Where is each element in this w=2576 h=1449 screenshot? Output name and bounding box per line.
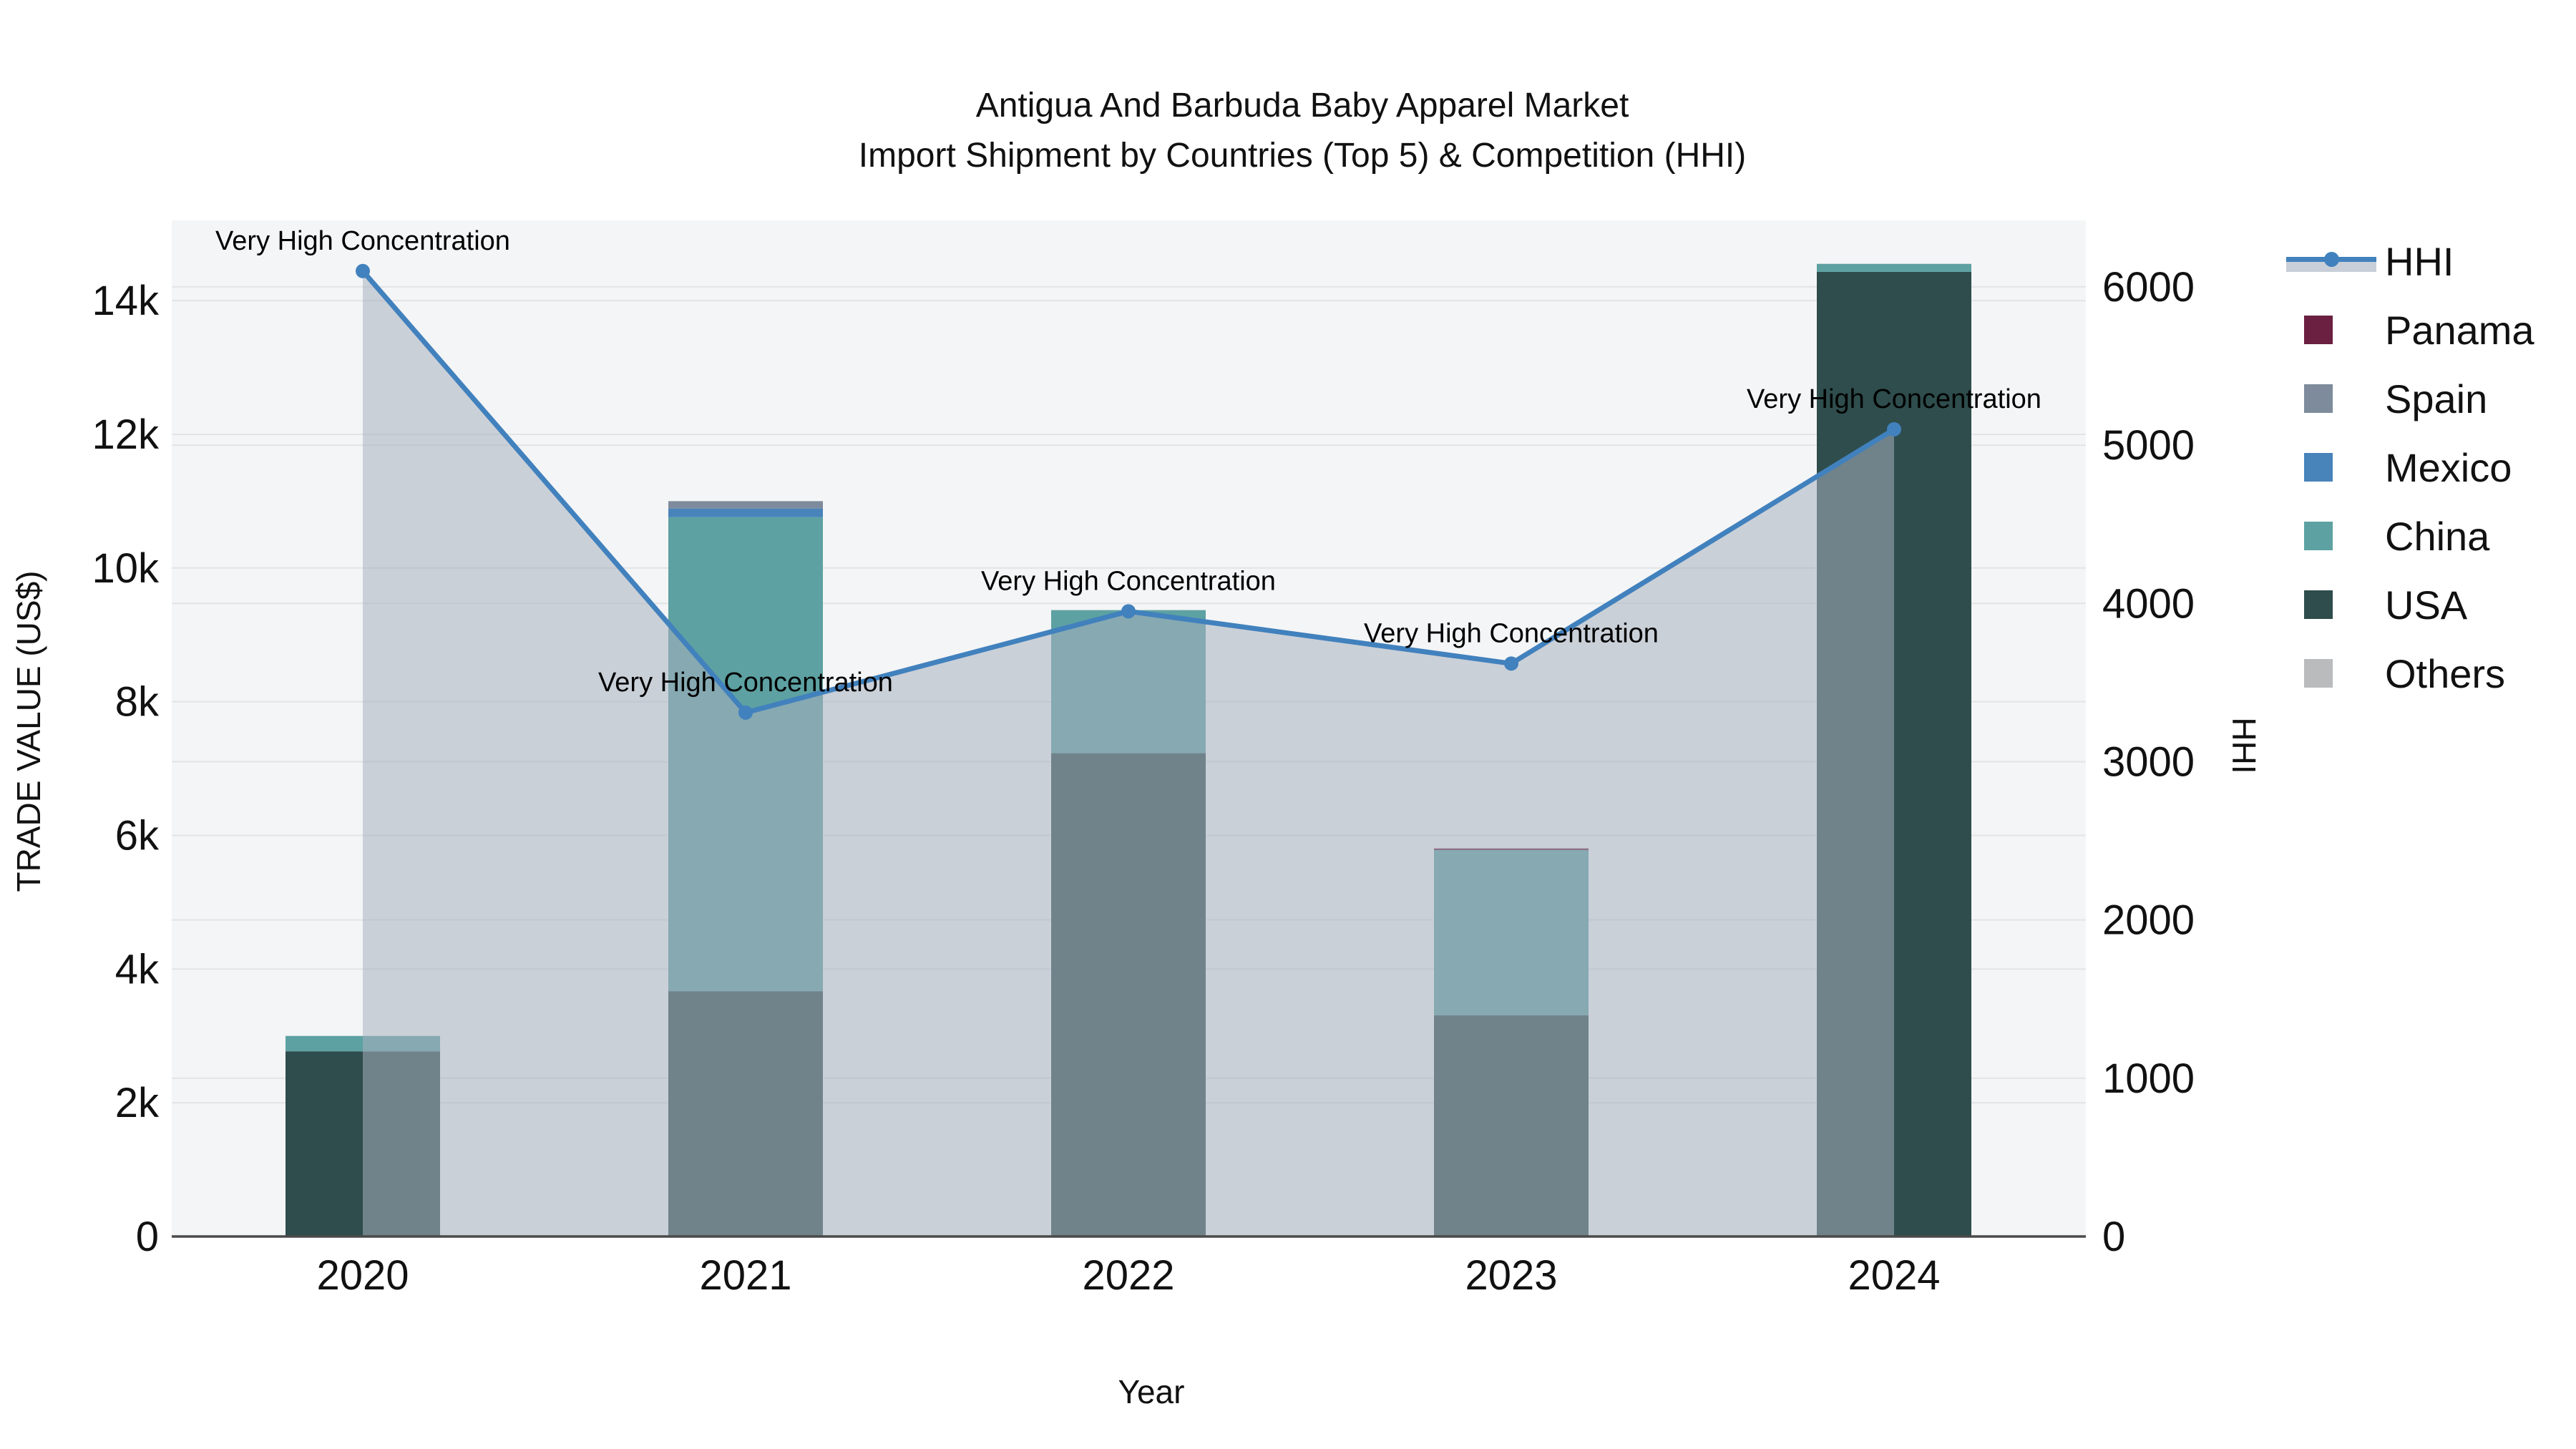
x-tick-2021: 2021: [699, 1252, 791, 1299]
annotation-2021: Very High Concentration: [598, 668, 893, 698]
annotation-2022: Very High Concentration: [981, 566, 1276, 596]
y-right-tick-2000: 2000: [2102, 897, 2195, 944]
x-axis-title: Year: [1118, 1373, 1185, 1410]
x-tick-2020: 2020: [316, 1252, 409, 1299]
chart-title-line2: Import Shipment by Countries (Top 5) & C…: [858, 137, 1747, 175]
hhi-marker-2023[interactable]: [1504, 656, 1518, 671]
y-right-tick-0: 0: [2102, 1214, 2125, 1260]
legend-item-spain[interactable]: Spain: [2286, 364, 2534, 433]
legend-label-hhi: HHI: [2385, 238, 2454, 284]
bar-segment-China-2024[interactable]: [1817, 263, 1971, 272]
legend-item-usa[interactable]: USA: [2286, 570, 2534, 639]
legend-item-china[interactable]: China: [2286, 502, 2534, 570]
x-tick-2022: 2022: [1082, 1252, 1174, 1299]
color-swatch-icon: [2286, 383, 2376, 414]
hhi-marker-swatch: [2324, 252, 2339, 267]
annotation-2020: Very High Concentration: [215, 226, 510, 256]
swatch-china: [2304, 522, 2333, 550]
color-swatch-icon: [2286, 589, 2376, 620]
legend: HHI Panama Spain Mexico China USA Others: [2286, 227, 2534, 708]
legend-item-panama[interactable]: Panama: [2286, 296, 2534, 364]
y-left-tick-12k: 12k: [92, 411, 160, 458]
hhi-area: [363, 270, 1894, 1236]
x-tick-2024: 2024: [1848, 1252, 1940, 1299]
color-swatch-icon: [2286, 520, 2376, 552]
annotation-2023: Very High Concentration: [1364, 618, 1659, 648]
y-left-tick-8k: 8k: [115, 679, 160, 726]
y-axis-right-title: HHI: [2225, 717, 2263, 774]
y-left-tick-0: 0: [136, 1214, 159, 1260]
y-axis-left-title: TRADE VALUE (US$): [10, 570, 47, 892]
legend-item-others[interactable]: Others: [2286, 639, 2534, 708]
legend-label-china: China: [2385, 513, 2490, 559]
swatch-spain: [2304, 384, 2333, 413]
y-left-tick-6k: 6k: [115, 812, 160, 859]
hhi-line-sample-icon: [2286, 245, 2376, 277]
chart-title-line1: Antigua And Barbuda Baby Apparel Market: [975, 87, 1629, 125]
y-right-tick-5000: 5000: [2102, 422, 2195, 469]
y-right-tick-3000: 3000: [2102, 738, 2195, 785]
annotation-2024: Very High Concentration: [1747, 384, 2041, 414]
x-tick-2023: 2023: [1465, 1252, 1557, 1299]
y-left-tick-4k: 4k: [115, 946, 160, 992]
legend-label-panama: Panama: [2385, 307, 2534, 353]
y-left-tick-14k: 14k: [92, 278, 160, 324]
legend-label-spain: Spain: [2385, 376, 2488, 421]
legend-item-mexico[interactable]: Mexico: [2286, 433, 2534, 502]
y-right-tick-4000: 4000: [2102, 580, 2195, 627]
hhi-marker-2021[interactable]: [738, 705, 753, 720]
color-swatch-icon: [2286, 658, 2376, 689]
y-right-tick-6000: 6000: [2102, 264, 2195, 311]
swatch-usa: [2304, 590, 2333, 619]
swatch-mexico: [2304, 453, 2333, 482]
bar-segment-Mexico-2021[interactable]: [668, 508, 823, 517]
legend-label-others: Others: [2385, 650, 2506, 696]
bar-segment-Spain-2021[interactable]: [668, 501, 823, 509]
swatch-panama: [2304, 316, 2333, 344]
color-swatch-icon: [2286, 314, 2376, 346]
y-left-tick-10k: 10k: [92, 545, 160, 592]
legend-label-usa: USA: [2385, 582, 2468, 628]
color-swatch-icon: [2286, 452, 2376, 483]
hhi-marker-2024[interactable]: [1887, 421, 1901, 436]
swatch-others: [2304, 659, 2333, 688]
hhi-marker-2020[interactable]: [356, 263, 370, 278]
y-right-tick-1000: 1000: [2102, 1055, 2195, 1102]
legend-label-mexico: Mexico: [2385, 444, 2512, 490]
y-left-tick-2k: 2k: [115, 1080, 160, 1126]
hhi-marker-2022[interactable]: [1121, 604, 1136, 619]
legend-item-hhi[interactable]: HHI: [2286, 227, 2534, 296]
